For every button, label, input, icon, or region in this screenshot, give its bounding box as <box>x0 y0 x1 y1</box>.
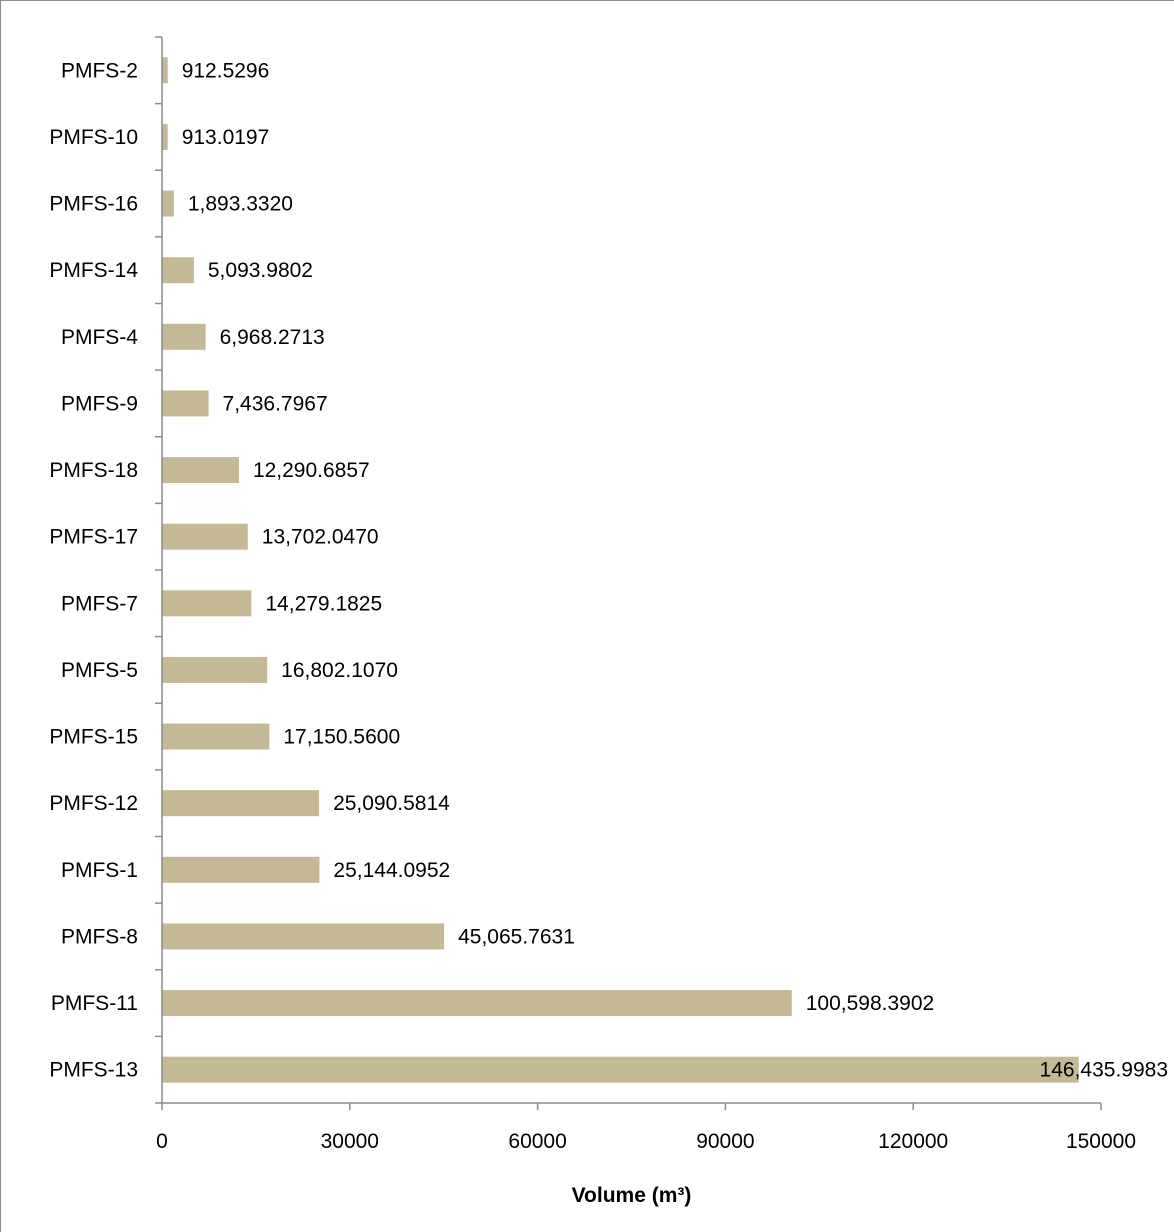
bar-pmfs-4 <box>162 323 206 350</box>
bar-pmfs-7 <box>162 590 252 617</box>
bar-pmfs-14 <box>162 257 194 284</box>
bar-pmfs-2 <box>162 57 168 84</box>
bar-pmfs-5 <box>162 656 268 683</box>
bar-pmfs-10 <box>162 123 168 150</box>
x-tick-label: 0 <box>156 1130 168 1153</box>
data-label: 25,144.0952 <box>333 859 450 882</box>
bar-pmfs-12 <box>162 790 320 817</box>
x-tick-label: 30000 <box>321 1130 379 1153</box>
bar-pmfs-13 <box>162 1056 1079 1083</box>
category-label: PMFS-10 <box>49 126 138 149</box>
category-labels-group: PMFS-2 PMFS-10 PMFS-16 PMFS-14 PMFS-4 PMFS-9 P… <box>49 59 138 1081</box>
category-label: PMFS-2 <box>61 59 138 82</box>
category-label: PMFS-9 <box>61 392 138 415</box>
bars-group <box>162 57 1079 1083</box>
data-label: 912.5296 <box>182 59 270 82</box>
x-tick-label: 120000 <box>878 1130 948 1153</box>
bar-pmfs-8 <box>162 923 445 950</box>
category-label: PMFS-18 <box>49 459 138 482</box>
category-label: PMFS-1 <box>61 859 138 882</box>
data-label: 14,279.1825 <box>265 592 382 615</box>
bar-pmfs-16 <box>162 190 174 217</box>
bar-pmfs-15 <box>162 723 270 750</box>
bar-pmfs-17 <box>162 523 248 550</box>
category-label: PMFS-16 <box>49 193 138 216</box>
bar-pmfs-1 <box>162 856 320 883</box>
category-label: PMFS-7 <box>61 592 138 615</box>
axes-group: 0 30000 60000 90000 120000 150000 <box>155 36 1136 1153</box>
bar-pmfs-18 <box>162 457 239 484</box>
data-label: 5,093.9802 <box>208 259 313 282</box>
category-label: PMFS-12 <box>49 792 138 815</box>
x-tick-label: 90000 <box>696 1130 754 1153</box>
data-label: 25,090.5814 <box>333 792 450 815</box>
data-label: 6,968.2713 <box>220 326 325 349</box>
category-label: PMFS-17 <box>49 526 138 549</box>
bar-pmfs-11 <box>162 990 792 1017</box>
data-label: 1,893.3320 <box>188 193 293 216</box>
category-label: PMFS-4 <box>61 326 138 349</box>
category-label: PMFS-5 <box>61 659 138 682</box>
category-label: PMFS-13 <box>49 1059 138 1082</box>
data-label: 913.0197 <box>182 126 270 149</box>
x-axis-title: Volume (m³) <box>572 1184 692 1207</box>
category-label: PMFS-11 <box>51 992 138 1015</box>
x-tick-label: 150000 <box>1066 1130 1136 1153</box>
data-label: 12,290.6857 <box>253 459 370 482</box>
data-label: 100,598.3902 <box>806 992 934 1015</box>
category-label: PMFS-8 <box>61 925 138 948</box>
data-label: 13,702.0470 <box>262 526 379 549</box>
data-label: 45,065.7631 <box>458 925 575 948</box>
category-label: PMFS-15 <box>49 726 138 749</box>
category-label: PMFS-14 <box>49 259 138 282</box>
data-label: 7,436.7967 <box>223 392 328 415</box>
data-labels-group: 912.5296 913.0197 1,893.3320 5,093.9802 6,96… <box>182 59 1168 1081</box>
x-tick-label: 60000 <box>508 1130 566 1153</box>
data-label: 17,150.5600 <box>283 726 400 749</box>
bar-pmfs-9 <box>162 390 209 417</box>
data-label: 146,435.9983 <box>1040 1059 1168 1082</box>
data-label: 16,802.1070 <box>281 659 398 682</box>
